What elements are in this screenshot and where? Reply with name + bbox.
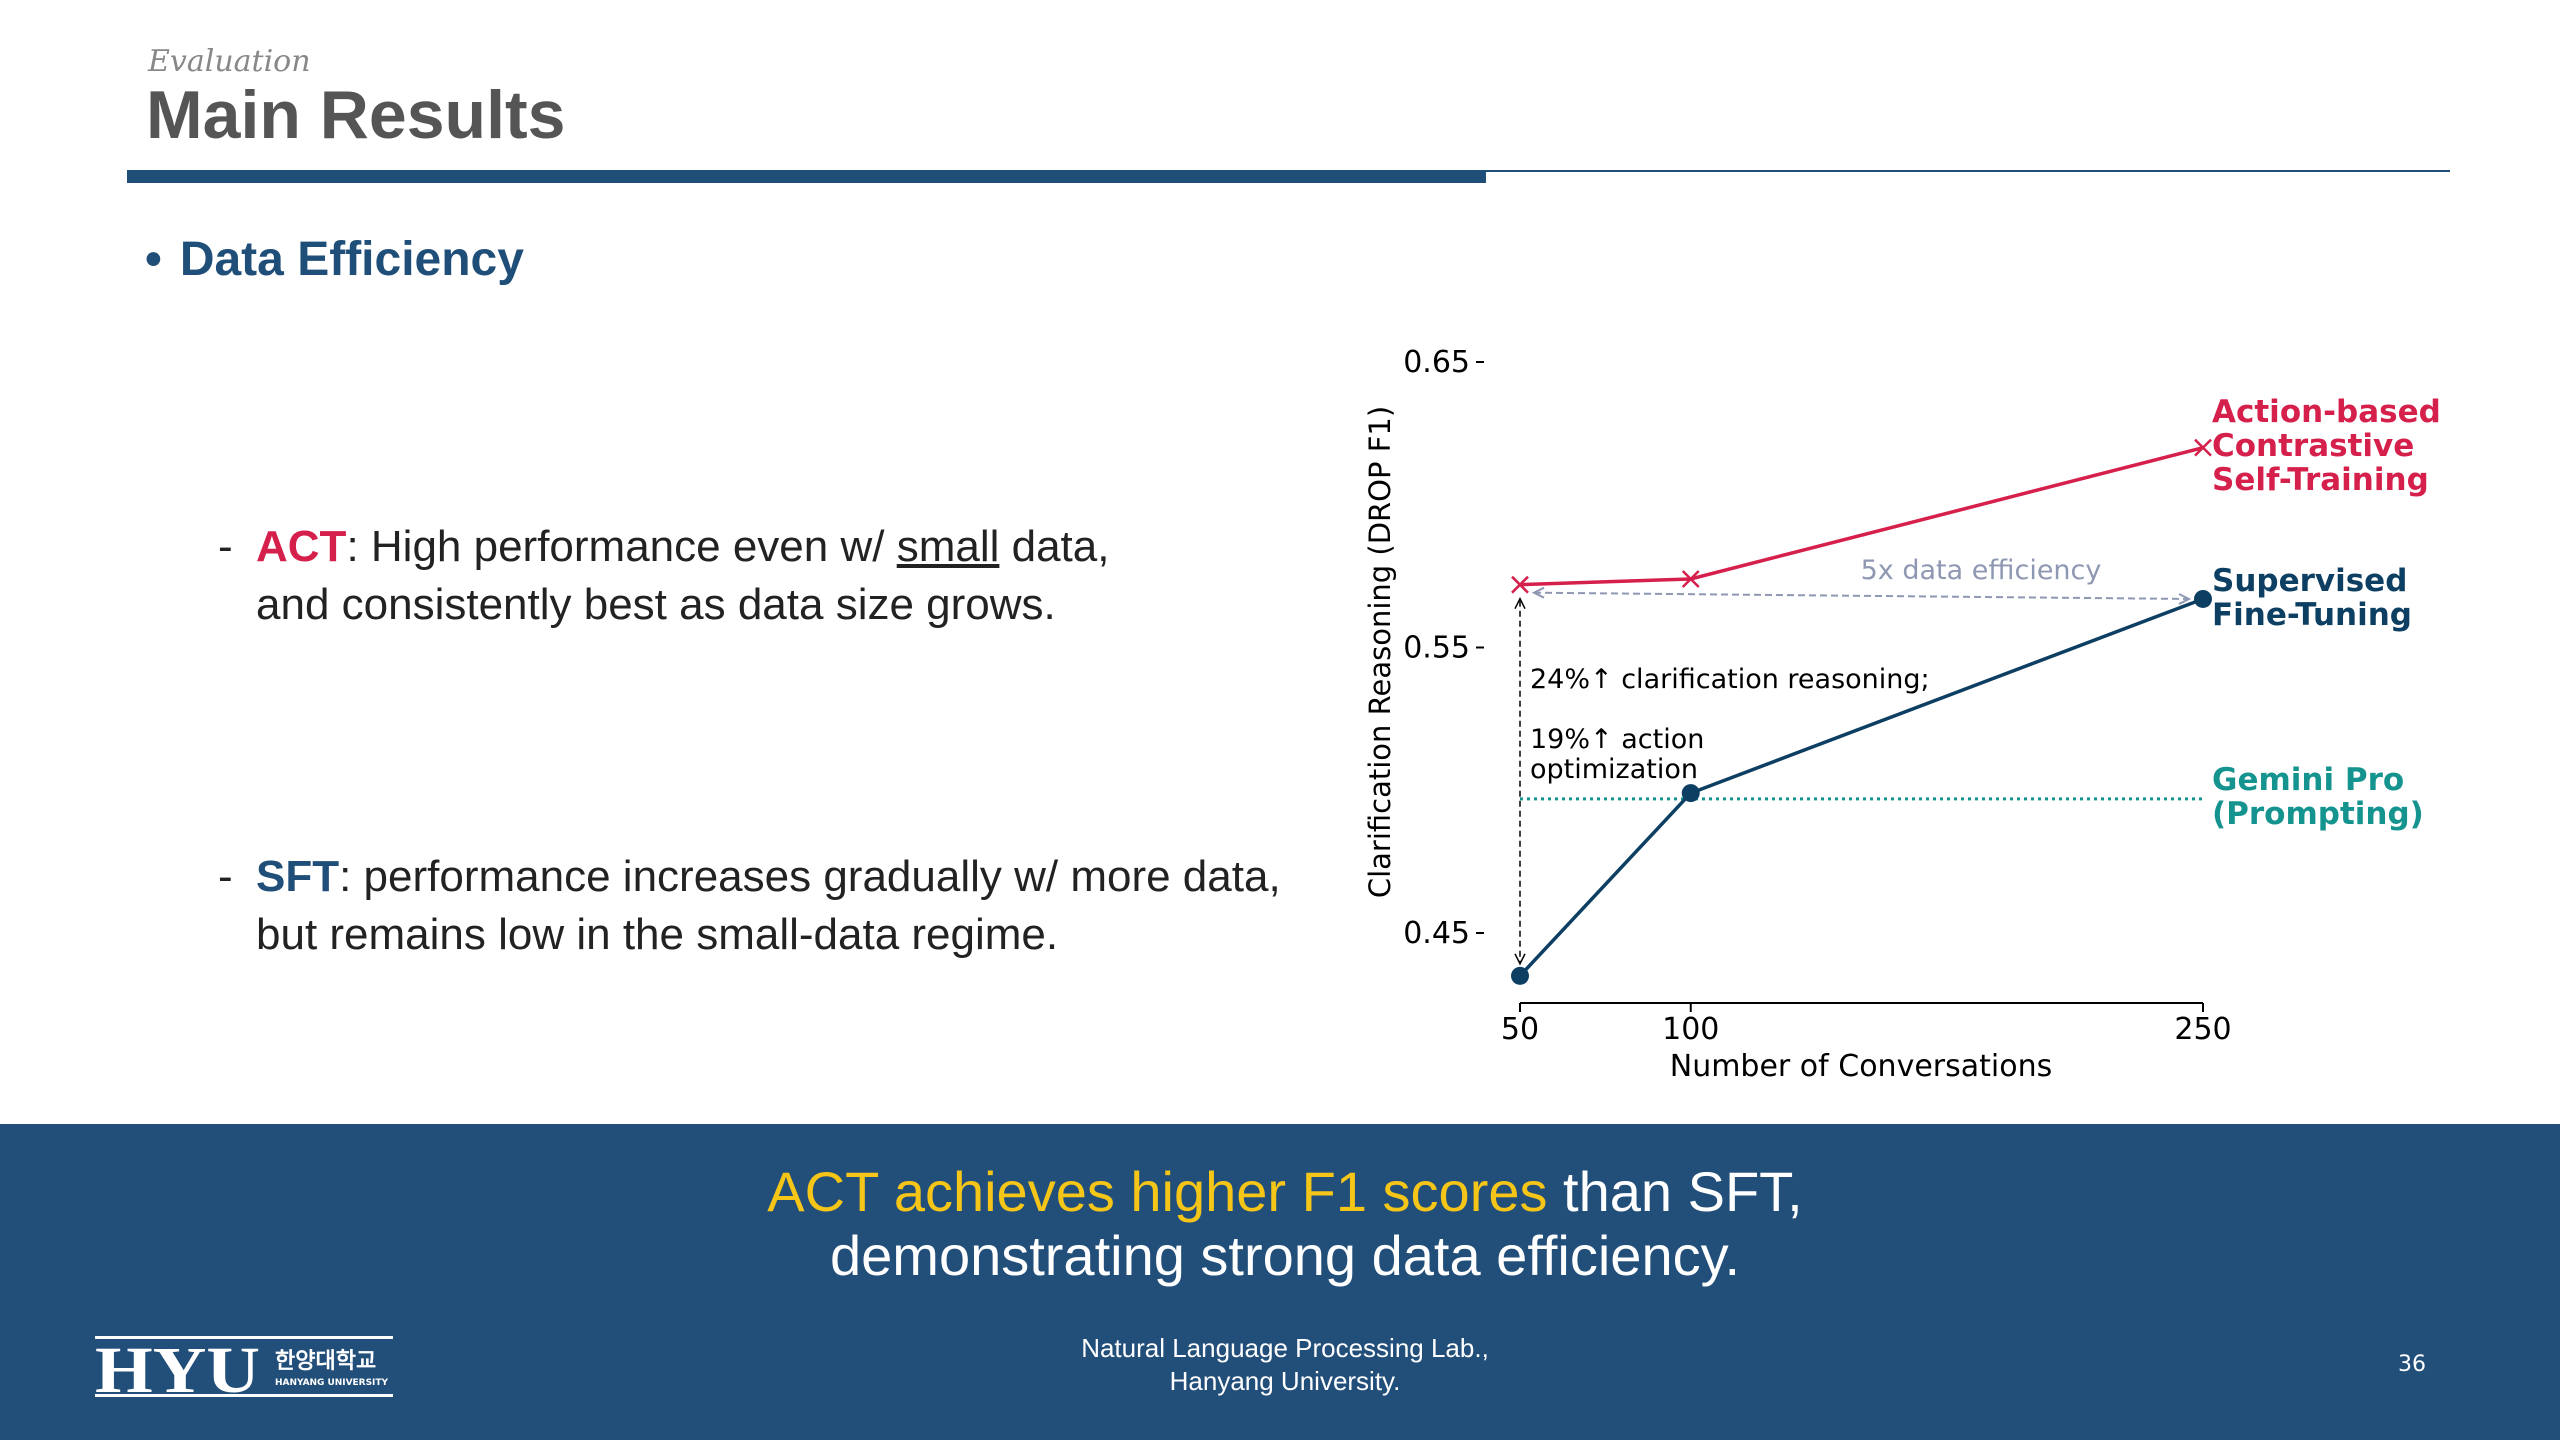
y-tick-label: 0.45 xyxy=(1403,916,1470,951)
lab-line2: Hanyang University. xyxy=(1169,1366,1401,1396)
sft-point xyxy=(2194,589,2212,608)
conclusion-line2: demonstrating strong data efficiency. xyxy=(830,1224,1740,1287)
act-term: ACT xyxy=(256,522,347,571)
act-point xyxy=(1511,575,1529,594)
sft-point xyxy=(1681,784,1700,803)
lab-line1: Natural Language Processing Lab., xyxy=(1081,1333,1489,1363)
bullet-title: Data Efficiency xyxy=(179,233,524,286)
dash: - xyxy=(218,522,233,571)
act-underlined: small xyxy=(896,522,1000,571)
sft-term: SFT xyxy=(256,852,340,901)
arrow-head-right-icon xyxy=(2178,593,2192,605)
y-tick-label: 0.55 xyxy=(1403,631,1470,666)
act-point xyxy=(2194,438,2212,457)
act-point xyxy=(1681,570,1700,588)
act-text-end: data, xyxy=(999,522,1110,571)
dash: - xyxy=(218,852,233,901)
sft-point xyxy=(1511,966,1529,985)
title-underline-thin xyxy=(1486,170,2450,172)
act-point: - ACT: High performance even w/ small dat… xyxy=(218,518,1109,634)
bullet-dot-icon: • xyxy=(145,233,162,286)
data-efficiency-chart: 50 100 250 0.45 0.55 0.65 Clarification Reaso… xyxy=(1363,345,2441,1084)
sft-series-label: Supervised xyxy=(2212,563,2407,599)
sft-line xyxy=(1518,597,2204,978)
act-series-label: Self-Training xyxy=(2212,462,2429,498)
logo-english: HANYANG UNIVERSITY xyxy=(275,1378,388,1388)
gain-annotation-2b: optimization xyxy=(1530,754,1698,785)
bullet-heading: • Data Efficiency xyxy=(145,232,524,287)
section-eyebrow: Evaluation xyxy=(148,44,311,79)
sft-series-label: Fine-Tuning xyxy=(2212,597,2412,633)
conclusion-rest: than SFT, xyxy=(1547,1160,1803,1223)
logo-korean: 한양대학교 xyxy=(275,1349,376,1374)
gemini-series-label: Gemini Pro xyxy=(2212,762,2404,798)
y-tick-label: 0.65 xyxy=(1403,345,1470,380)
axes: 50 100 250 0.45 0.55 0.65 xyxy=(1403,345,2231,1047)
page-title: Main Results xyxy=(146,77,566,153)
x-tick-label: 50 xyxy=(1501,1012,1539,1047)
logo-mark: HYU xyxy=(95,1334,260,1400)
act-text: : High performance even w/ xyxy=(346,522,897,571)
y-axis-label: Clarification Reasoning (DROP F1) xyxy=(1363,406,1397,898)
act-line2: and consistently best as data size grows… xyxy=(256,580,1056,629)
act-series-label: Contrastive xyxy=(2212,428,2414,464)
gemini-series-label: (Prompting) xyxy=(2212,796,2424,832)
lab-credit: Natural Language Processing Lab., Hanyan… xyxy=(985,1332,1585,1398)
sft-point: - SFT: performance increases gradually w/… xyxy=(218,848,1281,964)
conclusion: ACT achieves higher F1 scores than SFT, … xyxy=(0,1160,2560,1288)
act-series-label: Action-based xyxy=(2212,394,2441,430)
conclusion-highlight: ACT achieves higher F1 scores xyxy=(767,1160,1548,1223)
x-axis-label: Number of Conversations xyxy=(1670,1049,2052,1084)
hanyang-logo: HYU 한양대학교 HANYANG UNIVERSITY xyxy=(95,1334,393,1400)
page-number: 36 xyxy=(2398,1352,2426,1377)
footer-band xyxy=(0,1124,2560,1440)
arrow-head-down-icon xyxy=(1514,953,1526,966)
arrow-head-up-icon xyxy=(1514,597,1526,610)
gain-annotation-2a: 19%↑ action xyxy=(1530,724,1704,755)
x-tick-label: 250 xyxy=(2174,1012,2231,1047)
sft-line2: but remains low in the small-data regime… xyxy=(256,910,1059,959)
gain-annotation-1: 24%↑ clarification reasoning; xyxy=(1530,664,1930,695)
x-tick-label: 100 xyxy=(1662,1012,1719,1047)
efficiency-annotation: 5x data efficiency xyxy=(1861,555,2102,586)
sft-text: : performance increases gradually w/ mor… xyxy=(339,852,1281,901)
efficiency-arrow xyxy=(1533,591,2190,600)
title-underline-thick xyxy=(127,170,1486,183)
arrow-head-left-icon xyxy=(1531,586,1545,599)
